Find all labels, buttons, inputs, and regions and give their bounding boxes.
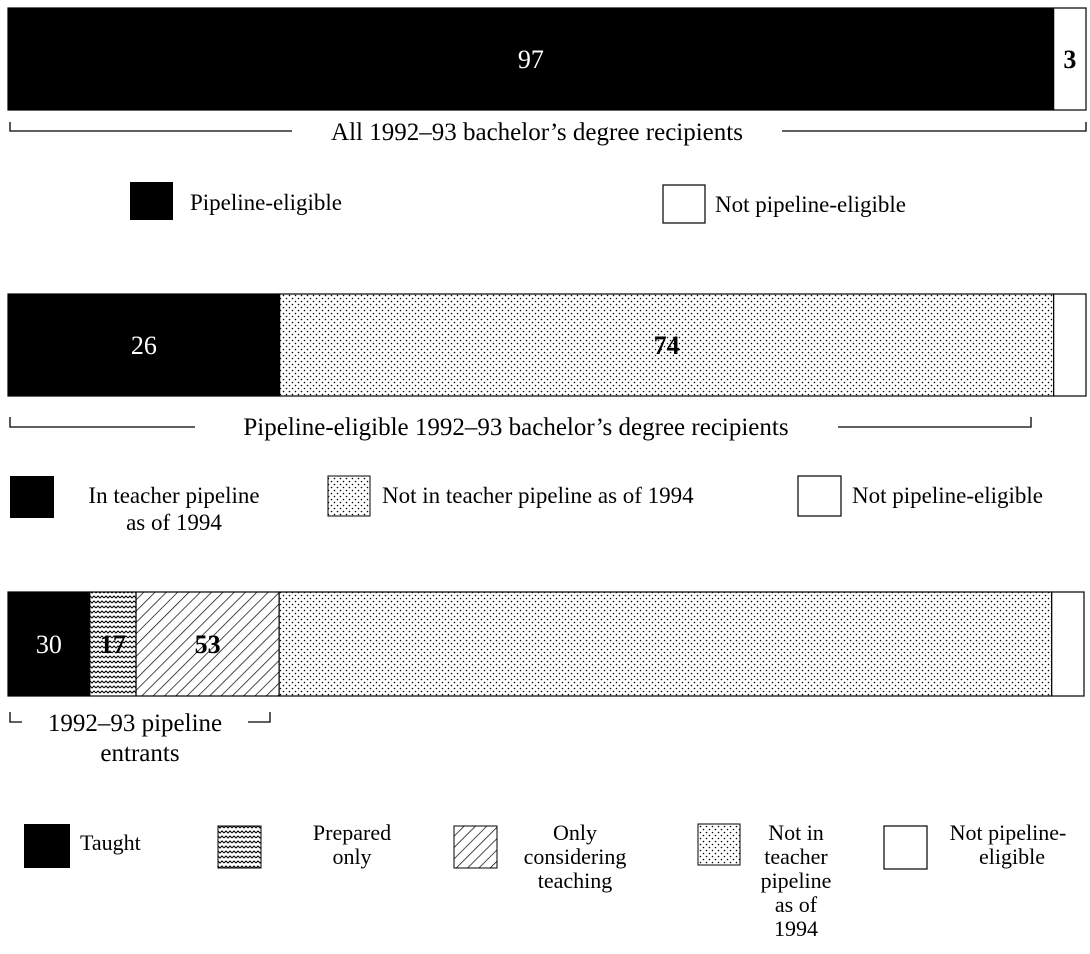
legend-label-notin-line5: 1994 (774, 916, 818, 941)
legend-bar-2: In teacher pipeline as of 1994 Not in te… (10, 476, 1043, 535)
bracket-label-entrants-line1: 1992–93 pipeline (48, 710, 222, 737)
segment-not-pipeline-eligible (1052, 592, 1084, 696)
bracket-all-recipients: All 1992–93 bachelor’s degree recipients (10, 119, 1086, 146)
data-label-prepared-only: 17 (100, 630, 126, 659)
legend-label-notin-line4: as of (775, 892, 818, 917)
segment-not-in-teacher-pipeline-as-of-1994 (279, 592, 1052, 696)
legend-label-notin-line3: pipeline (761, 868, 832, 893)
data-label-not-in-teacher-pipeline-as-of-1994: 74 (654, 331, 680, 360)
bracket-pipeline-entrants: 1992–93 pipeline entrants (10, 710, 270, 767)
legend-label-in-pipeline-line2: as of 1994 (126, 510, 222, 535)
legend-label-notin-line2: teacher (764, 844, 828, 869)
legend-label-prepared-line2: only (332, 844, 371, 869)
segment-not-pipeline-eligible (1054, 294, 1086, 396)
legend-label-considering-line1: Only (553, 820, 597, 845)
data-label-not-pipeline-eligible: 3 (1063, 45, 1076, 74)
bar-all-recipients: 97 3 (8, 8, 1086, 110)
bracket-pipeline-eligible: Pipeline-eligible 1992–93 bachelor’s deg… (10, 414, 1031, 441)
bracket-label-pipeline-eligible: Pipeline-eligible 1992–93 bachelor’s deg… (243, 414, 788, 441)
legend-swatch-in-pipeline (10, 476, 54, 518)
legend-swatch-prepared (218, 826, 261, 868)
legend-swatch-pipeline-eligible (130, 182, 173, 220)
legend-label-not-in-pipeline: Not in teacher pipeline as of 1994 (382, 483, 694, 508)
legend-swatch-considering (454, 826, 497, 868)
legend-swatch-not-in-pipeline (328, 476, 370, 516)
data-label-only-considering-teaching: 53 (195, 630, 221, 659)
legend-label-pipeline-eligible: Pipeline-eligible (190, 190, 342, 215)
legend-swatch-not-eligible (663, 185, 705, 223)
legend-swatch-not-eligible-3 (884, 826, 927, 869)
legend-swatch-not-in-pipeline-3 (698, 824, 740, 865)
data-label-in-teacher-pipeline-as-of-1994: 26 (131, 331, 157, 360)
legend-label-not-eligible: Not pipeline-eligible (715, 192, 906, 217)
legend-label-notin-line1: Not in (768, 820, 824, 845)
legend-label-taught: Taught (80, 830, 141, 855)
legend-bar-1: Pipeline-eligible Not pipeline-eligible (130, 182, 906, 223)
bracket-label-all-recipients: All 1992–93 bachelor’s degree recipients (331, 119, 743, 146)
data-label-pipeline-eligible: 97 (518, 45, 544, 74)
bar-pipeline-eligible: 26 74 (8, 294, 1086, 396)
legend-bar-3: Taught Prepared only Only considering te… (24, 820, 1066, 941)
legend-swatch-not-eligible-2 (798, 476, 841, 516)
legend-label-noteligible-line1: Not pipeline- (950, 820, 1067, 845)
legend-swatch-taught (24, 824, 70, 868)
legend-label-prepared-line1: Prepared (313, 820, 391, 845)
bracket-label-entrants-line2: entrants (100, 740, 179, 767)
bar-pipeline-entrants: 30 17 53 (8, 592, 1084, 696)
legend-label-considering-line3: teaching (538, 868, 613, 893)
legend-label-noteligible-line2: eligible (979, 844, 1045, 869)
data-label-taught: 30 (36, 630, 62, 659)
legend-label-considering-line2: considering (524, 844, 627, 869)
legend-label-in-pipeline-line1: In teacher pipeline (88, 483, 259, 508)
legend-label-not-eligible-2: Not pipeline-eligible (852, 483, 1043, 508)
